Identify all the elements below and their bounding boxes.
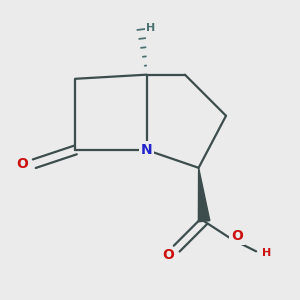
Text: O: O: [16, 157, 28, 171]
Text: H: H: [146, 23, 155, 33]
Text: O: O: [231, 229, 243, 243]
Text: H: H: [262, 248, 272, 258]
Polygon shape: [198, 168, 210, 222]
Text: O: O: [163, 248, 174, 262]
Text: N: N: [141, 143, 152, 157]
